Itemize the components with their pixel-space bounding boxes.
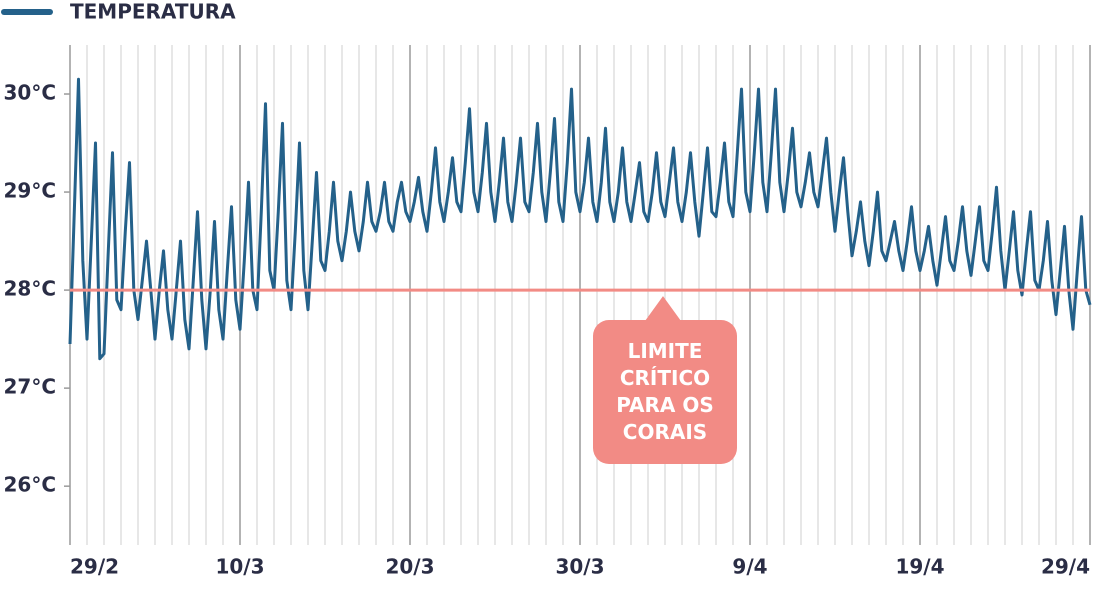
y-tick-label: 27°C: [3, 375, 56, 399]
x-tick-label: 19/4: [895, 555, 944, 579]
x-tick-label: 29/2: [70, 555, 119, 579]
x-tick-label: 30/3: [555, 555, 604, 579]
line-series: [68, 77, 1092, 361]
legend-label: TEMPERATURA: [70, 0, 236, 24]
annotation-pointer: [645, 296, 681, 321]
y-tick-label: 30°C: [3, 81, 56, 105]
annotation: LIMITE CRÍTICO PARA OS CORAIS: [593, 320, 737, 464]
y-tick-label: 26°C: [3, 473, 56, 497]
x-tick-label: 29/4: [1041, 555, 1090, 579]
x-tick-label: 10/3: [215, 555, 264, 579]
x-tick-label: 9/4: [732, 555, 767, 579]
x-tick-label: 20/3: [385, 555, 434, 579]
y-tick-label: 28°C: [3, 277, 56, 301]
y-tick-label: 29°C: [3, 179, 56, 203]
